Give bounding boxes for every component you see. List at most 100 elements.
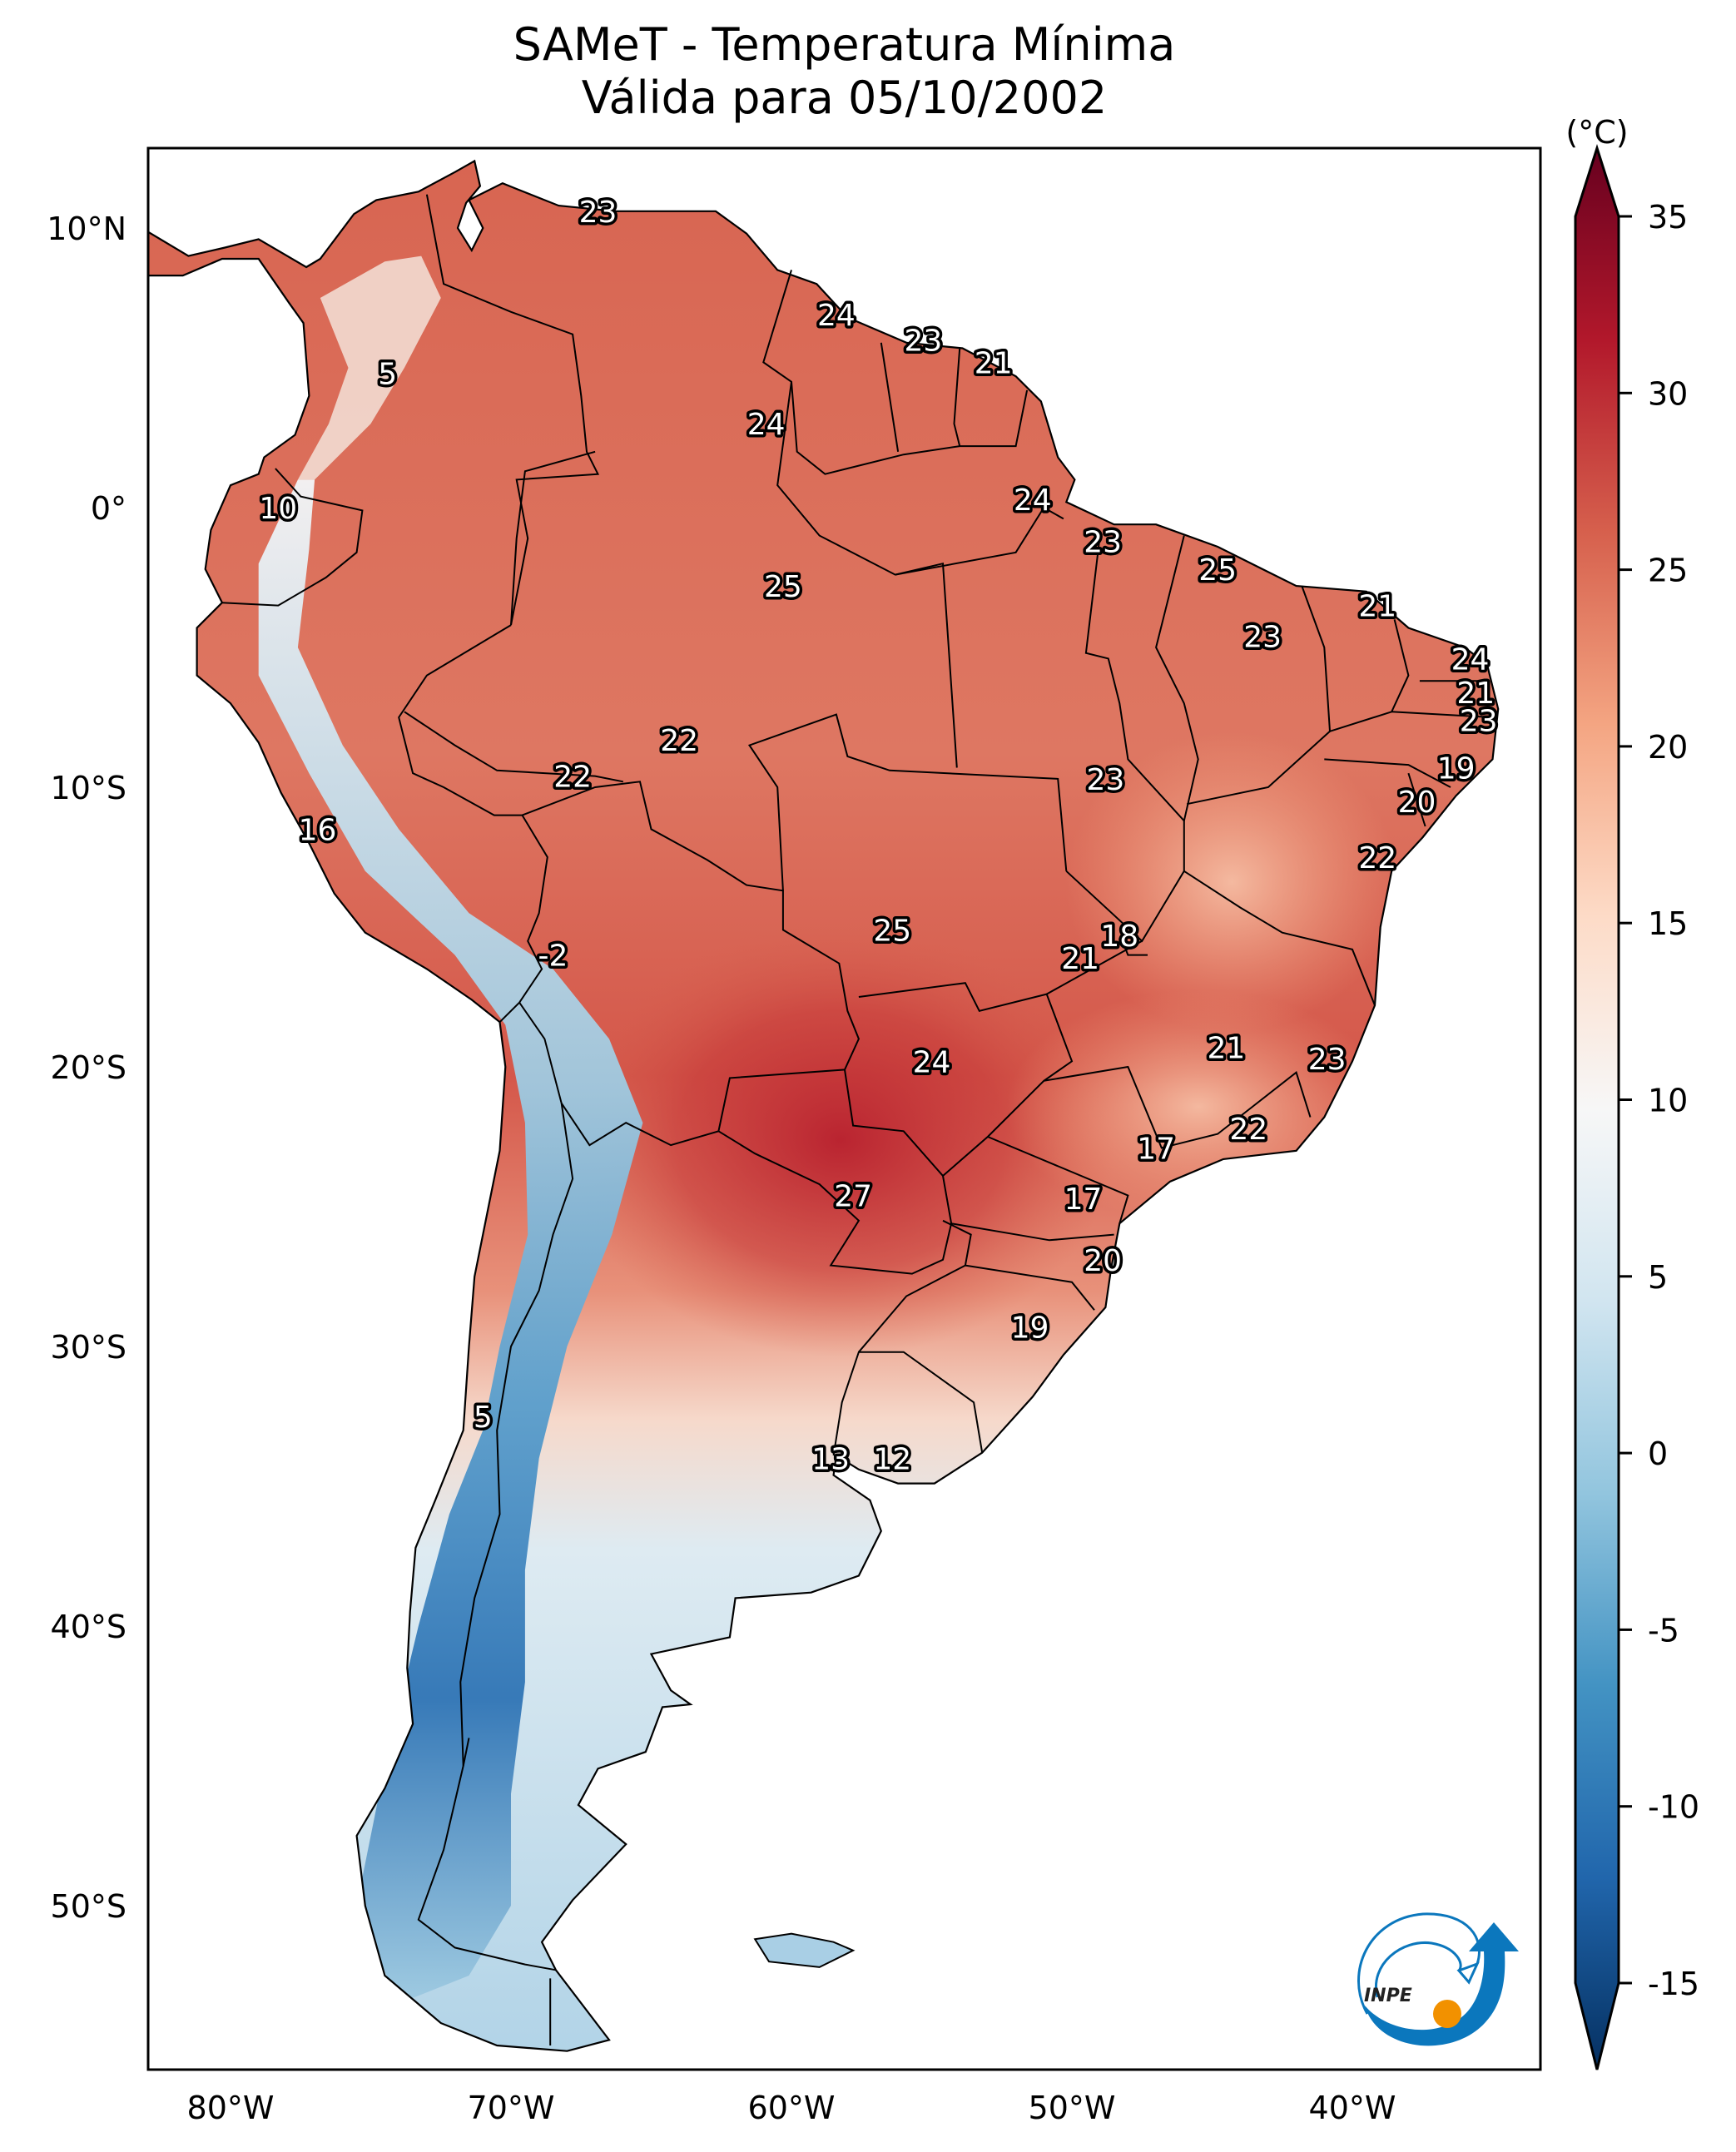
station-value-label: 19 [1437, 752, 1476, 786]
latitude-axis: 10°N 0° 10°S 20°S 30°S 40°S 50°S [47, 211, 126, 1925]
colorbar-tick-label: 0 [1648, 1435, 1668, 1472]
border-line [518, 781, 860, 1147]
border-line [1044, 1065, 1312, 1149]
station-value-label: 10 [259, 492, 297, 526]
border-line [880, 342, 900, 452]
station-value-label: 21 [1456, 677, 1495, 711]
logo-swoosh-arrow [1365, 1922, 1519, 2046]
border-line [858, 982, 1047, 1012]
station-value-label: 18 [1100, 920, 1138, 954]
station-value-label: 24 [913, 1045, 951, 1079]
border-line [762, 270, 1029, 475]
station-value-label: 12 [873, 1442, 911, 1476]
mild-region-bahia [1065, 732, 1398, 1032]
station-value-label: 21 [1061, 942, 1099, 976]
station-value-label: 16 [299, 813, 337, 847]
border-line [717, 1069, 953, 1275]
colorbar-tick-label: 30 [1648, 375, 1688, 412]
station-value-label: 24 [817, 299, 856, 333]
andes-cold-band [258, 479, 643, 2004]
border-line [1155, 535, 1199, 821]
border-line [776, 381, 958, 768]
map-frame [146, 146, 1542, 2071]
longitude-tick-label: 50°W [1029, 2090, 1116, 2126]
longitude-tick-label: 80°W [187, 2090, 275, 2126]
colorbar-tick-label: 25 [1648, 553, 1688, 589]
border-line [1121, 940, 1148, 956]
station-value-label: 20 [1084, 1244, 1122, 1278]
colorbar-tick-label: 35 [1648, 199, 1688, 236]
station-value-label: 20 [1398, 786, 1436, 820]
station-value-label: 25 [873, 914, 911, 948]
colorbar-unit-label: (°C) [1565, 114, 1628, 151]
colorbar-tick-label: 10 [1648, 1083, 1688, 1119]
border-line [221, 468, 364, 607]
border-line [425, 194, 600, 626]
border-line [942, 940, 1143, 1177]
station-value-label: 23 [1243, 621, 1282, 655]
colombia-andes-cold-band [297, 255, 441, 480]
station-value-label: 21 [975, 346, 1013, 380]
longitude-axis: 80°W 70°W 60°W 50°W 40°W [187, 2090, 1396, 2126]
colorbar-tick-label: 15 [1648, 905, 1688, 942]
border-line [1329, 619, 1410, 732]
station-value-label: 23 [1086, 763, 1124, 797]
station-value-label: 24 [1014, 483, 1052, 518]
colorbar-tick-label: 5 [1648, 1259, 1668, 1296]
warm-anomaly-paraguay [566, 924, 1115, 1356]
station-value-label: 23 [579, 196, 618, 230]
station-value-label: 21 [1358, 590, 1396, 624]
border-line [1391, 711, 1493, 718]
colorbar-tick-label: -15 [1648, 1966, 1699, 2002]
station-value-label: 23 [904, 324, 942, 358]
latitude-tick-label: 20°S [51, 1049, 126, 1086]
longitude-tick-label: 60°W [748, 2090, 836, 2126]
latitude-tick-label: 10°N [47, 211, 126, 247]
border-line [1324, 758, 1451, 788]
latitude-tick-label: 40°S [51, 1609, 126, 1645]
colorbar: (°C) 35 30 25 20 15 10 5 0 -5 -10 -15 [1565, 114, 1699, 2070]
station-value-label: 21 [1207, 1032, 1245, 1066]
station-value-label: 24 [747, 408, 786, 442]
border-line [950, 1222, 1114, 1242]
station-value-label: -2 [538, 940, 568, 974]
colorbar-tick-label: -10 [1648, 1789, 1699, 1826]
station-value-label: 5 [378, 358, 397, 392]
border-line [747, 713, 1068, 891]
political-borders [221, 194, 1493, 2045]
border-line [1407, 772, 1426, 827]
colorbar-ticks: 35 30 25 20 15 10 5 0 -5 -10 -15 [1619, 199, 1699, 2002]
colorbar-tick-label: -5 [1648, 1612, 1679, 1649]
station-value-label: 27 [834, 1180, 872, 1214]
colorbar-tick-label: 20 [1648, 729, 1688, 766]
border-line [510, 450, 596, 626]
border-line [832, 1351, 984, 1456]
station-value-label: 22 [660, 724, 698, 758]
station-value-label: 17 [1064, 1183, 1103, 1217]
latitude-tick-label: 30°S [51, 1329, 126, 1366]
latitude-tick-label: 0° [91, 490, 126, 527]
logo-orbit-arrowhead [1456, 1961, 1480, 1985]
station-value-label: 19 [1011, 1312, 1049, 1346]
longitude-tick-label: 40°W [1309, 2090, 1396, 2126]
title-line-1: SAMeT - Temperatura Mínima [513, 18, 1176, 71]
latitude-tick-label: 10°S [51, 770, 126, 806]
longitude-tick-label: 70°W [468, 2090, 555, 2126]
border-line [462, 1738, 470, 1767]
station-value-label: 23 [1084, 525, 1122, 559]
station-value-label: 5 [474, 1401, 493, 1435]
station-value-label: 24 [1451, 642, 1490, 677]
station-value-label: 25 [1198, 553, 1237, 588]
border-line [417, 1103, 574, 1971]
station-value-label: 13 [811, 1442, 850, 1476]
station-value-label: 22 [553, 761, 592, 795]
border-line [1183, 870, 1376, 1006]
border-line [404, 711, 623, 783]
border-line [965, 1264, 1095, 1311]
station-value-label: 23 [1460, 704, 1498, 738]
title-line-2: Válida para 05/10/2002 [581, 72, 1108, 124]
border-line [953, 348, 961, 447]
